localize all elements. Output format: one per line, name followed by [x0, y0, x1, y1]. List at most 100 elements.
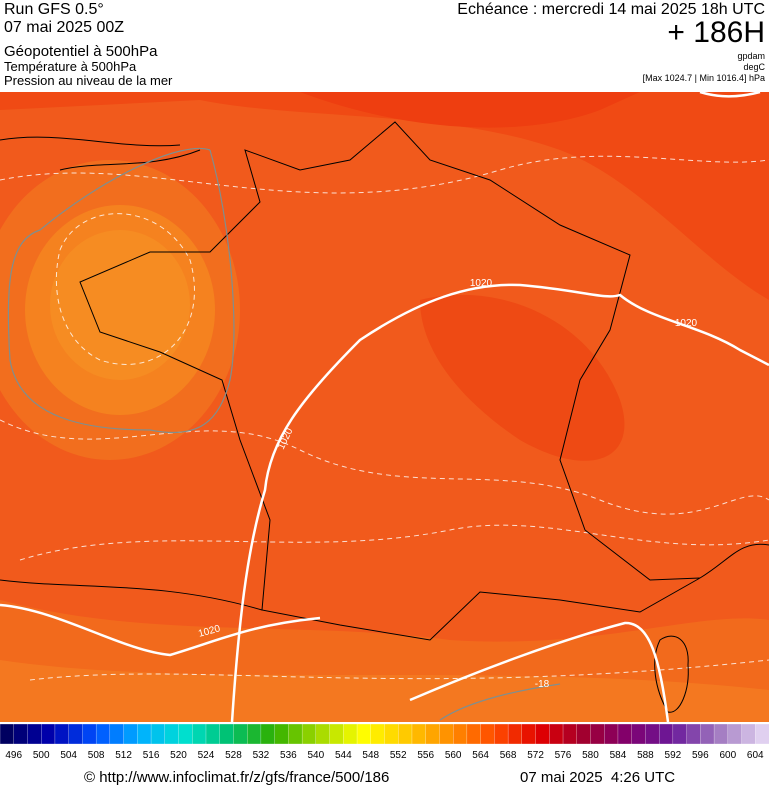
- color-swatch: [123, 723, 138, 745]
- colorbar-label: 560: [445, 750, 462, 761]
- color-swatch: [535, 723, 550, 745]
- colorbar-label: 500: [33, 750, 50, 761]
- color-swatch: [54, 723, 70, 745]
- color-swatch: [494, 723, 509, 745]
- isotherm: [7, 147, 561, 721]
- color-swatch: [13, 723, 29, 745]
- isobars: [0, 92, 769, 722]
- layer: Pression au niveau de la mer: [4, 73, 173, 88]
- color-swatch: [466, 723, 482, 745]
- colorbar-label: 600: [719, 750, 736, 761]
- color-swatch: [82, 723, 97, 745]
- isotherm-label: -18: [535, 679, 550, 690]
- colorbar-label: 532: [253, 750, 270, 761]
- color-swatch: [68, 723, 84, 745]
- color-swatch: [480, 723, 496, 745]
- color-swatch: [95, 723, 111, 745]
- color-swatch: [301, 723, 317, 745]
- color-swatch: [645, 723, 660, 745]
- pressure-range: [Max 1024.7 | Min 1016.4] hPa: [643, 73, 765, 83]
- color-swatch: [343, 723, 358, 745]
- color-swatch: [356, 723, 372, 745]
- isotherms: [0, 155, 769, 681]
- color-swatch: [205, 723, 221, 745]
- color-swatch: [150, 723, 166, 745]
- colorbar-label: 604: [747, 750, 764, 761]
- field: [0, 660, 769, 722]
- colorbar-label: 564: [472, 750, 489, 761]
- colorbar-label: 544: [335, 750, 352, 761]
- timestamp: 07 mai 2025 4:26 UTC: [520, 769, 675, 786]
- run-label: Run GFS 0.5°: [4, 1, 104, 18]
- color-swatch: [27, 723, 42, 745]
- colorbar-label: 512: [115, 750, 132, 761]
- color-swatch: [590, 723, 605, 745]
- colorbar-label: 536: [280, 750, 297, 761]
- layer: Température à 500hPa: [4, 59, 137, 74]
- color-swatch: [0, 723, 15, 745]
- color-swatch: [549, 723, 564, 745]
- color-swatch: [741, 723, 756, 745]
- color-swatch: [658, 723, 674, 745]
- color-swatch: [109, 723, 125, 745]
- color-swatch: [631, 723, 647, 745]
- source: © http://www.infoclimat.fr/z/gfs/france/…: [84, 769, 389, 786]
- colorbar: 496 500 504 508 512 516 520 524 528 532 536 540 544 5…: [0, 723, 769, 761]
- color-swatch: [672, 723, 688, 745]
- colorbar-label: 568: [500, 750, 517, 761]
- coastline: [0, 121, 769, 713]
- forecast-time: Echéance : mercredi 14 mai 2025 18h UTC: [457, 1, 765, 18]
- color-swatch: [521, 723, 537, 745]
- colorbar-label: 596: [692, 750, 709, 761]
- color-swatch: [41, 723, 56, 745]
- color-swatch: [274, 723, 290, 745]
- color-swatch: [562, 723, 578, 745]
- layer: Géopotentiel à 500hPa: [4, 43, 158, 60]
- color-swatch: [411, 723, 427, 745]
- color-swatch: [260, 723, 276, 745]
- color-swatch: [713, 723, 729, 745]
- colorbar-label: 520: [170, 750, 187, 761]
- colorbar-label: 572: [527, 750, 544, 761]
- colorbar-label: 576: [555, 750, 572, 761]
- colorbar-label: 552: [390, 750, 407, 761]
- field: [50, 230, 190, 380]
- color-swatch: [398, 723, 413, 745]
- map: 1020 1020 1020 1020 -18: [0, 92, 769, 722]
- colorbar-label: 496: [5, 750, 22, 761]
- run-date: 07 mai 2025 00Z: [4, 19, 124, 36]
- color-swatch: [700, 723, 715, 745]
- field: [300, 92, 640, 128]
- color-swatch: [507, 723, 523, 745]
- field: [420, 294, 625, 461]
- colorbar-label: 516: [143, 750, 160, 761]
- color-swatch: [370, 723, 386, 745]
- colorbar-label: 504: [60, 750, 77, 761]
- color-swatch: [384, 723, 399, 745]
- isobar-label: 1020: [675, 318, 698, 329]
- colorbar-label: 588: [637, 750, 654, 761]
- color-swatch: [755, 723, 769, 745]
- unit: degC: [743, 62, 765, 72]
- color-swatch: [178, 723, 193, 745]
- colorbar-label: 508: [88, 750, 105, 761]
- unit: gpdam: [737, 51, 765, 61]
- color-swatch: [219, 723, 235, 745]
- color-swatch: [247, 723, 262, 745]
- colorbar-label: 528: [225, 750, 242, 761]
- colorbar-label: 556: [417, 750, 434, 761]
- color-swatch: [686, 723, 701, 745]
- color-swatch: [576, 723, 592, 745]
- colorbar-label: 524: [198, 750, 215, 761]
- color-swatch: [329, 723, 344, 745]
- field: [0, 92, 769, 300]
- color-swatch: [192, 723, 207, 745]
- color-swatch: [425, 723, 441, 745]
- color-swatch: [137, 723, 152, 745]
- lead-time: + 186H: [667, 16, 765, 49]
- colorbar-label: 584: [610, 750, 627, 761]
- colorbar-label: 580: [582, 750, 599, 761]
- color-swatch: [453, 723, 468, 745]
